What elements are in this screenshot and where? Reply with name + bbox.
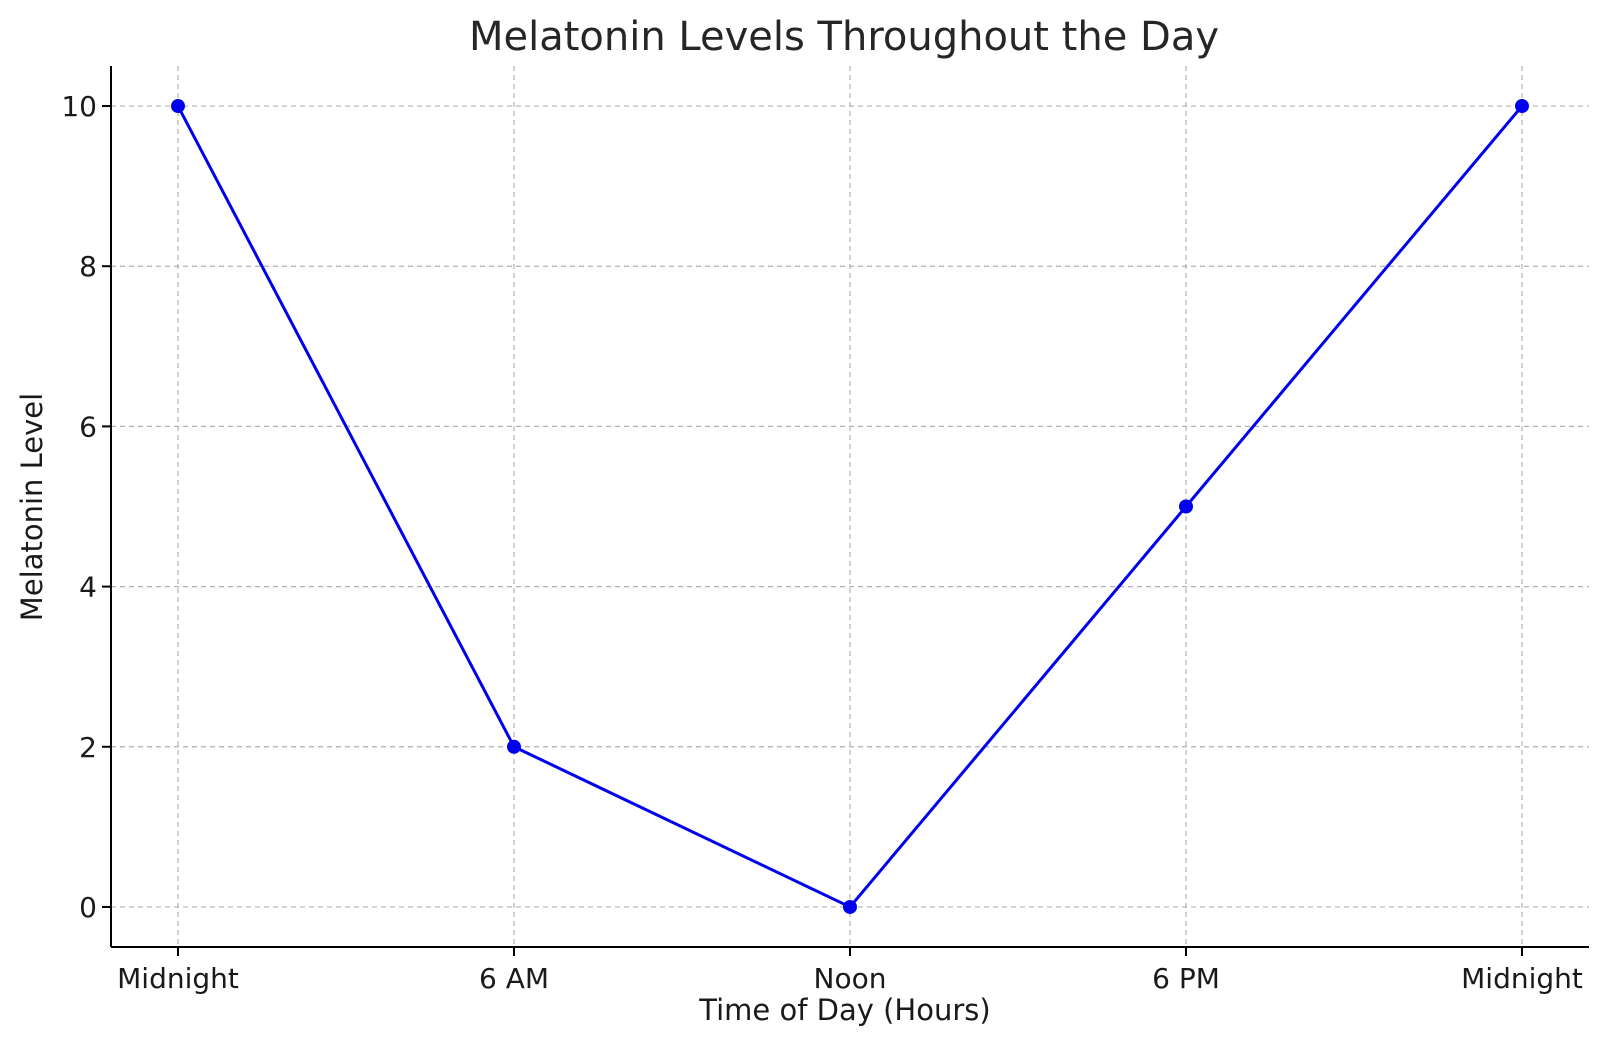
grid [111, 66, 1589, 947]
series [171, 99, 1529, 914]
x-tick-label: 6 AM [479, 962, 549, 995]
y-tick-label: 4 [79, 571, 97, 604]
y-tick-label: 6 [79, 410, 97, 443]
x-axis-title: Time of Day (Hours) [698, 993, 990, 1027]
x-tick-label: Midnight [1461, 962, 1583, 995]
chart-title: Melatonin Levels Throughout the Day [469, 14, 1219, 60]
y-tick-label: 2 [79, 731, 97, 764]
data-point [1515, 99, 1529, 114]
data-point [1179, 499, 1193, 514]
y-tick-label: 0 [79, 891, 97, 924]
x-axis-ticks: Midnight 6 AM Noon 6 PM Midnight [117, 947, 1583, 995]
y-axis-ticks: 0 2 4 6 8 10 [61, 90, 111, 924]
y-axis-title: Melatonin Level [15, 393, 49, 621]
x-tick-label: Noon [814, 962, 887, 995]
data-point [507, 739, 521, 754]
data-point [171, 99, 185, 114]
x-tick-label: Midnight [117, 962, 239, 995]
x-tick-label: 6 PM [1152, 962, 1220, 995]
data-point [843, 899, 857, 914]
y-tick-label: 8 [79, 250, 97, 283]
y-tick-label: 10 [61, 90, 97, 123]
